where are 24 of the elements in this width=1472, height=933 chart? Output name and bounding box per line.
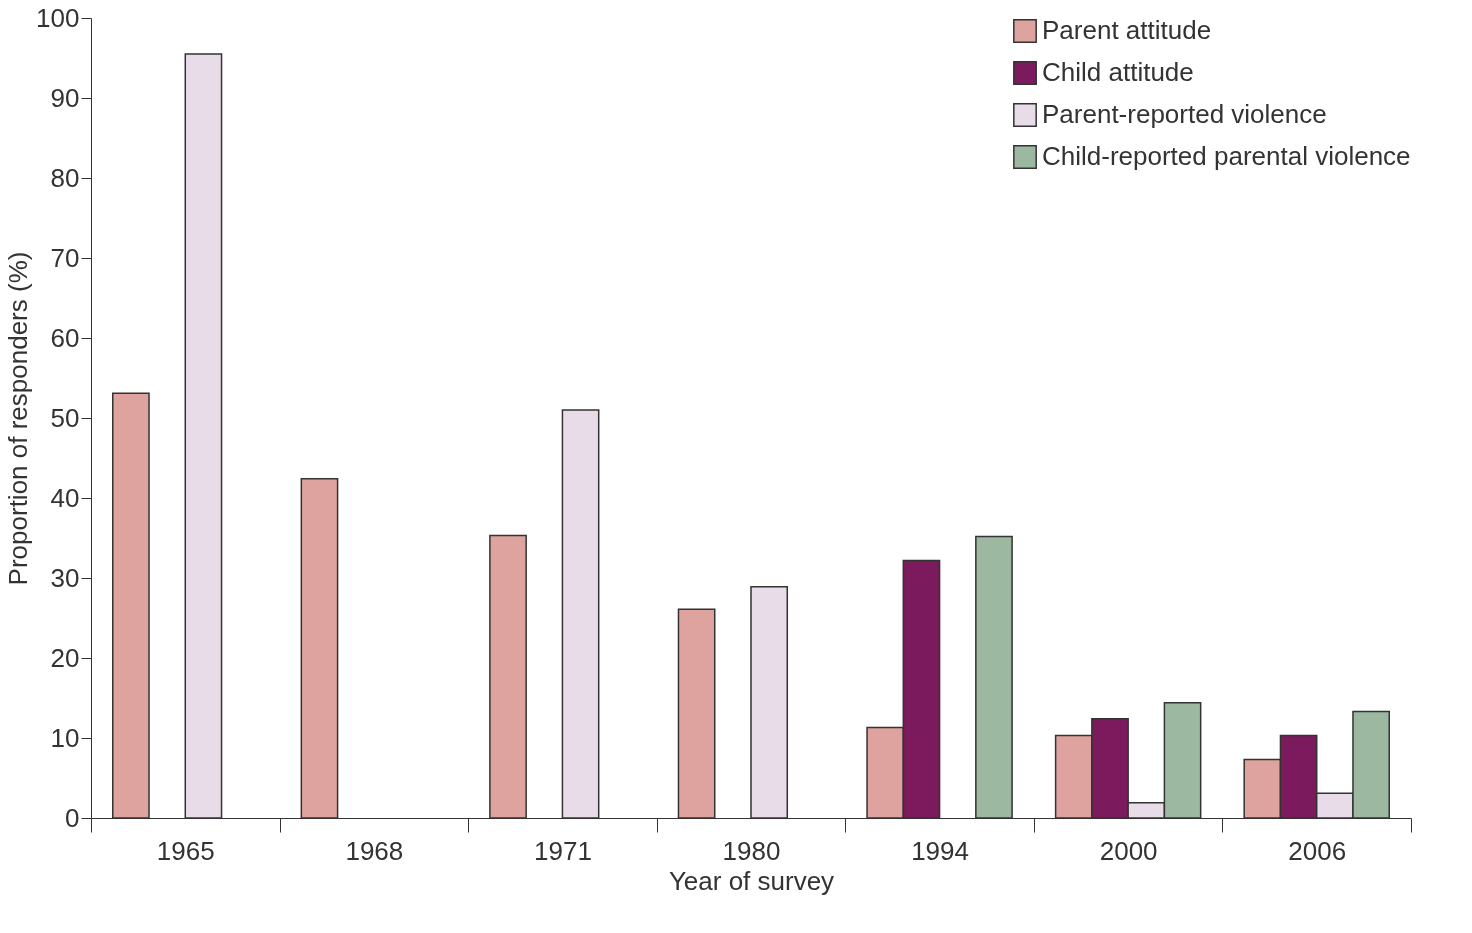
y-axis-title: Proportion of responders (%) <box>3 251 34 586</box>
x-tick-label: 1971 <box>534 835 592 866</box>
y-tick-label: 20 <box>50 642 80 673</box>
y-tick-label: 30 <box>50 562 80 593</box>
x-tick-label: 1965 <box>156 835 215 866</box>
legend-label: Parent attitude <box>1042 15 1212 45</box>
y-tick-label: 100 <box>36 2 80 33</box>
y-tick-label: 40 <box>50 482 80 513</box>
y-tick-label: 70 <box>50 242 80 273</box>
legend-label: Child attitude <box>1042 57 1194 87</box>
y-tick-label: 0 <box>65 802 80 833</box>
x-axis-title: Year of survey <box>668 865 835 896</box>
y-tick-label: 80 <box>50 162 80 193</box>
x-tick-label: 1994 <box>911 835 969 866</box>
y-tick-label: 60 <box>50 322 80 353</box>
y-tick-label: 90 <box>50 82 80 113</box>
legend-label: Child-reported parental violence <box>1042 141 1411 171</box>
x-tick-label: 2006 <box>1288 835 1347 866</box>
y-tick-label: 50 <box>50 402 80 433</box>
y-tick-label: 10 <box>50 722 80 753</box>
legend-label: Parent-reported violence <box>1042 99 1327 129</box>
x-tick-label: 2000 <box>1099 835 1158 866</box>
x-tick-label: 1968 <box>345 835 404 866</box>
x-tick-label: 1980 <box>722 835 781 866</box>
